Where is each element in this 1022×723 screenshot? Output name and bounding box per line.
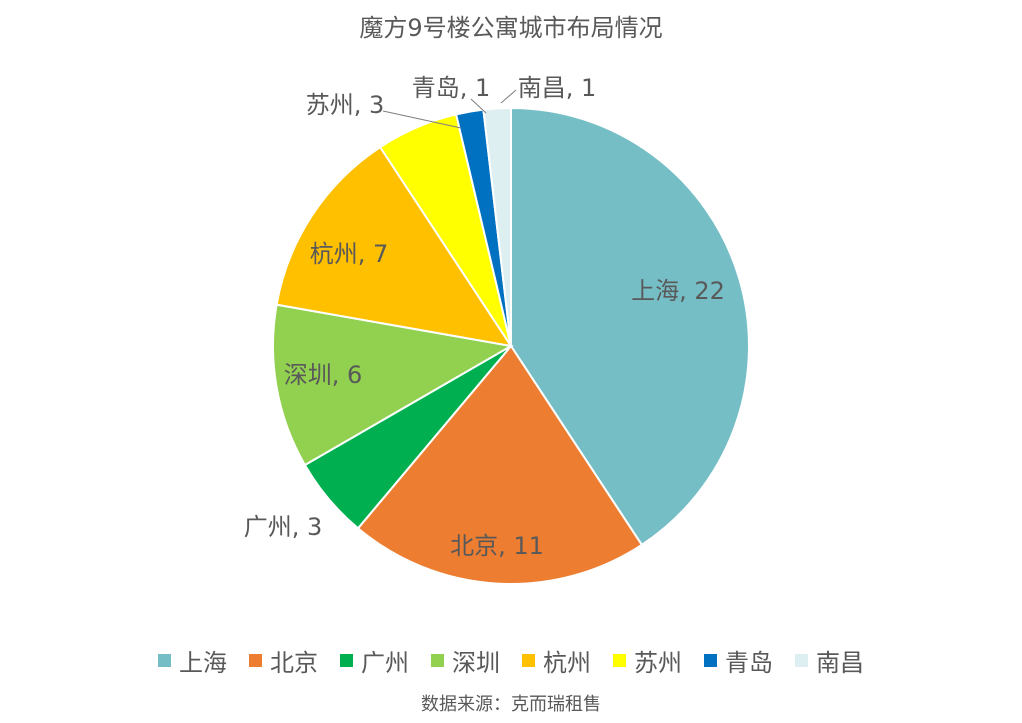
leader-line-青岛 bbox=[470, 98, 487, 114]
legend-item-青岛: 青岛 bbox=[704, 643, 773, 678]
legend-label: 深圳 bbox=[452, 649, 500, 677]
leader-lines bbox=[382, 89, 517, 129]
data-label-南昌: 南昌, 1 bbox=[518, 74, 597, 102]
leader-line-南昌 bbox=[500, 89, 517, 104]
leader-line-苏州 bbox=[382, 110, 462, 129]
pie-slice-杭州 bbox=[275, 145, 514, 348]
data-label-上海: 上海, 22 bbox=[631, 277, 725, 305]
legend-item-北京: 北京 bbox=[249, 643, 318, 678]
legend-swatch bbox=[795, 654, 808, 667]
pie-slice-北京 bbox=[356, 344, 644, 585]
legend-swatch bbox=[340, 654, 353, 667]
source-note: 数据来源：克而瑞租售 bbox=[421, 694, 601, 715]
legend-label: 北京 bbox=[270, 649, 318, 677]
pie-slice-深圳 bbox=[272, 303, 514, 467]
legend-swatch bbox=[431, 654, 444, 667]
legend-label: 苏州 bbox=[634, 649, 682, 677]
data-label-苏州: 苏州, 3 bbox=[306, 91, 385, 119]
pie-slices bbox=[272, 106, 750, 585]
legend-item-上海: 上海 bbox=[158, 643, 227, 678]
data-label-杭州: 杭州, 7 bbox=[310, 240, 389, 268]
legend: 上海 北京 广州 深圳 杭州 苏州 青岛 南昌 bbox=[0, 643, 1022, 678]
legend-swatch bbox=[249, 654, 262, 667]
legend-swatch bbox=[704, 654, 717, 667]
legend-item-苏州: 苏州 bbox=[613, 643, 682, 678]
chart-title: 魔方9号楼公寓城市布局情况 bbox=[359, 14, 663, 42]
legend-swatch bbox=[522, 654, 535, 667]
legend-item-南昌: 南昌 bbox=[795, 643, 864, 678]
data-label-深圳: 深圳, 6 bbox=[284, 361, 363, 389]
data-labels: 上海, 22 北京, 11 广州, 3 深圳, 6 杭州, 7 苏州, 3 青岛, 1 南昌,… bbox=[244, 74, 725, 560]
data-label-青岛: 青岛, 1 bbox=[412, 74, 491, 102]
data-label-北京: 北京, 11 bbox=[450, 532, 544, 560]
legend-swatch bbox=[158, 654, 171, 667]
legend-label: 广州 bbox=[361, 649, 409, 677]
legend-label: 青岛 bbox=[725, 649, 773, 677]
legend-label: 上海 bbox=[179, 649, 227, 677]
data-label-广州: 广州, 3 bbox=[244, 513, 323, 541]
pie-slice-南昌 bbox=[482, 106, 512, 347]
legend-item-广州: 广州 bbox=[340, 643, 409, 678]
legend-swatch bbox=[613, 654, 626, 667]
legend-label: 南昌 bbox=[816, 649, 864, 677]
legend-item-杭州: 杭州 bbox=[522, 643, 591, 678]
legend-label: 杭州 bbox=[543, 649, 591, 677]
legend-item-深圳: 深圳 bbox=[431, 643, 500, 678]
